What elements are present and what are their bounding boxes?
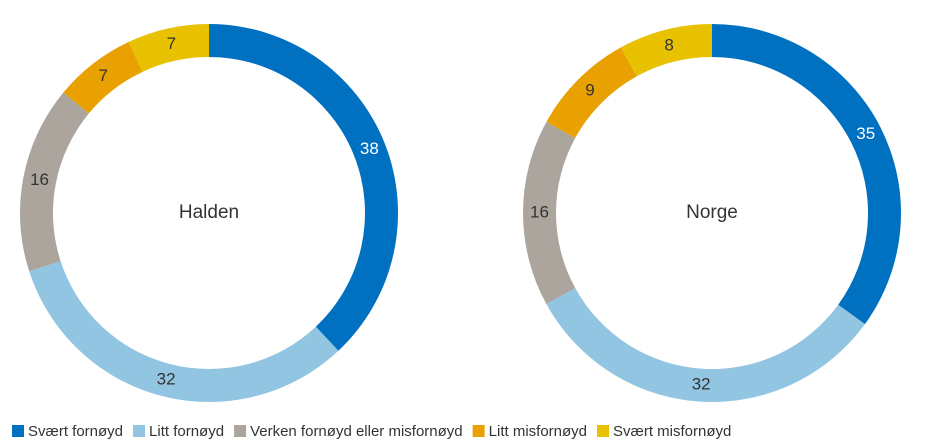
data-label: 38 <box>360 139 379 158</box>
legend-swatch <box>133 425 146 437</box>
donut-segment <box>546 47 637 138</box>
donut-segment <box>128 24 209 72</box>
legend-swatch <box>472 425 485 437</box>
legend-label: Litt fornøyd <box>149 423 224 440</box>
donut-segment <box>546 288 865 402</box>
legend-label: Svært misfornøyd <box>613 423 731 440</box>
legend-label: Svært fornøyd <box>28 423 123 440</box>
legend-swatch <box>234 425 247 437</box>
legend-swatch <box>597 425 609 437</box>
donut-segment <box>19 92 89 272</box>
legend-label: Litt misfornøyd <box>489 423 587 440</box>
donut-segment <box>523 121 576 305</box>
data-label: 16 <box>30 170 49 189</box>
donut-segment <box>620 24 712 77</box>
data-label: 8 <box>664 35 673 54</box>
data-label: 7 <box>99 66 108 85</box>
data-label: 32 <box>157 370 176 389</box>
legend-label: Verken fornøyd eller misfornøyd <box>250 423 463 440</box>
donut-segment <box>209 24 398 351</box>
data-label: 35 <box>856 124 875 143</box>
data-label: 7 <box>167 34 176 53</box>
center-label: Halden <box>179 202 239 223</box>
center-label: Norge <box>686 202 738 223</box>
data-label: 16 <box>530 202 549 221</box>
donut-segment <box>712 24 901 325</box>
data-label: 9 <box>585 81 594 100</box>
donut-segment <box>63 41 143 114</box>
data-label: 32 <box>692 375 711 394</box>
donut-segment <box>29 261 339 402</box>
legend-swatch <box>12 425 24 437</box>
